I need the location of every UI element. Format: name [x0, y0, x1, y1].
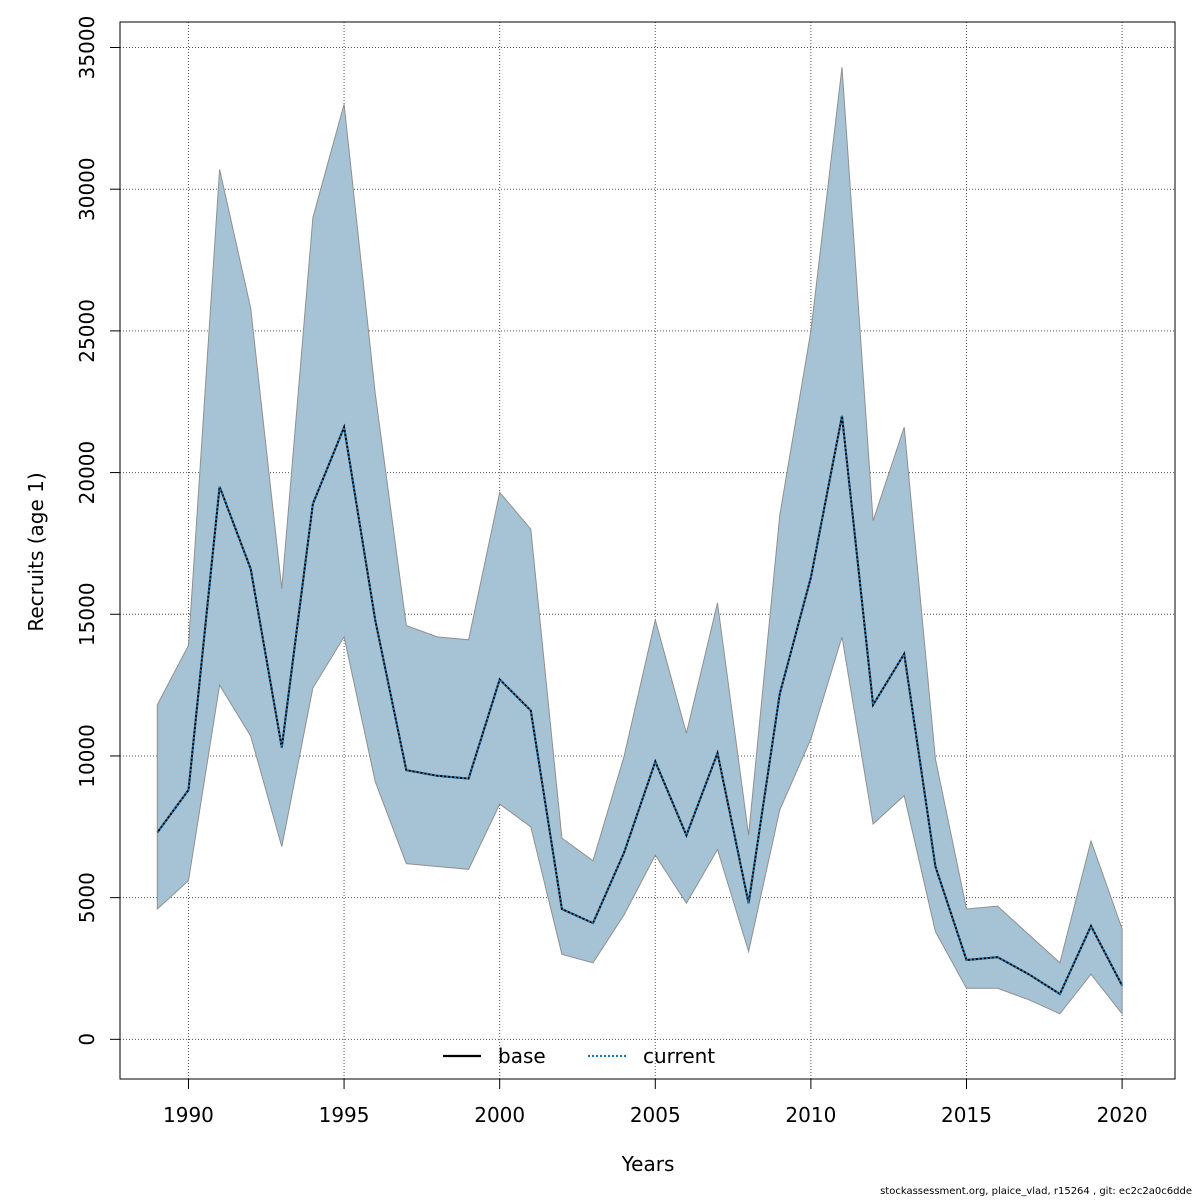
x-tick-label-2020: 2020 — [1097, 1103, 1148, 1127]
legend-label-current: current — [643, 1044, 715, 1068]
y-tick-label-20000: 20000 — [75, 441, 99, 505]
series-lines — [156, 415, 1123, 996]
legend: base current — [443, 1044, 715, 1068]
x-tick-label-2000: 2000 — [474, 1103, 525, 1127]
confidence-band — [156, 67, 1123, 1016]
grid-lines — [120, 22, 1175, 1079]
x-tick-label-1990: 1990 — [163, 1103, 214, 1127]
y-tick-label-30000: 30000 — [75, 157, 99, 221]
series-line-current — [156, 415, 1123, 996]
y-tick-label-25000: 25000 — [75, 299, 99, 363]
y-tick-label-10000: 10000 — [75, 724, 99, 788]
x-tick-label-2010: 2010 — [785, 1103, 836, 1127]
x-axis-title: Years — [621, 1152, 675, 1176]
x-tick-label-2015: 2015 — [941, 1103, 992, 1127]
y-axis: 0 5000 10000 15000 20000 25000 30000 35000 — [75, 16, 121, 1046]
confidence-band-area — [156, 67, 1123, 1016]
y-axis-title: Recruits (age 1) — [24, 472, 48, 631]
legend-label-base: base — [498, 1044, 546, 1068]
x-tick-label-1995: 1995 — [319, 1103, 370, 1127]
y-tick-label-35000: 35000 — [75, 16, 99, 80]
x-tick-label-2005: 2005 — [630, 1103, 681, 1127]
y-tick-label-0: 0 — [75, 1033, 99, 1046]
x-axis: 1990 1995 2000 2005 2010 2015 2020 — [163, 1078, 1148, 1127]
plot-frame — [119, 21, 1176, 1080]
footer-credit: stockassessment.org, plaice_vlad, r15264… — [880, 1186, 1192, 1197]
y-tick-label-15000: 15000 — [75, 582, 99, 646]
y-tick-label-5000: 5000 — [75, 872, 99, 923]
